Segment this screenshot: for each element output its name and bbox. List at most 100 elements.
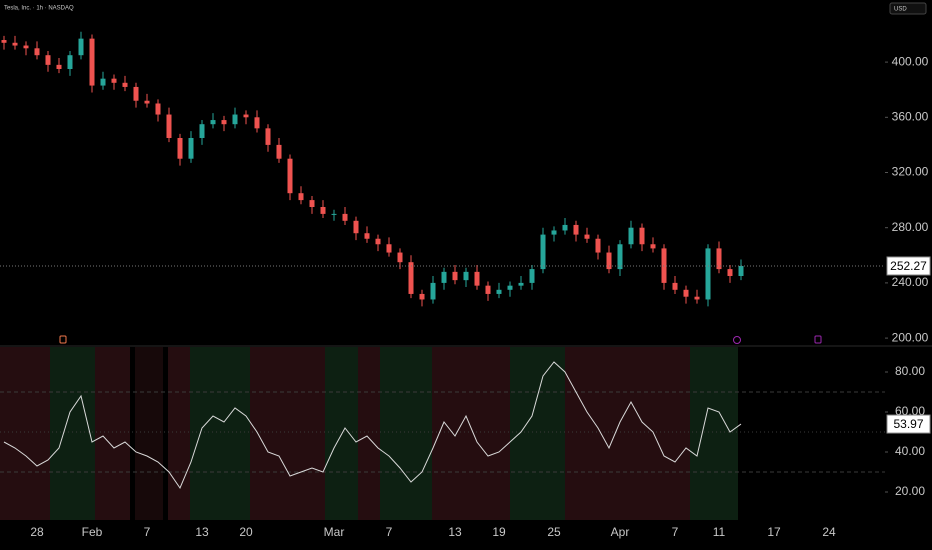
- x-tick-label: 7: [386, 525, 393, 539]
- candle-body: [628, 227, 634, 245]
- candle-body: [540, 234, 546, 270]
- candle-body: [133, 86, 139, 101]
- y-tick-label: 40.00: [895, 444, 925, 458]
- candle-body: [243, 114, 249, 118]
- candle-body: [463, 271, 469, 281]
- x-tick-label: Feb: [82, 525, 103, 539]
- candle-body: [45, 55, 51, 65]
- candle-body: [441, 271, 447, 283]
- candle-body: [408, 262, 414, 294]
- candle-body: [518, 282, 524, 286]
- candle-body: [364, 233, 370, 239]
- candle-body: [375, 238, 381, 245]
- currency-label[interactable]: USD: [894, 7, 907, 13]
- candle-body: [188, 138, 194, 159]
- candle-body: [507, 285, 513, 290]
- x-tick-label: 7: [144, 525, 151, 539]
- candle-body: [716, 248, 722, 270]
- candle-body: [705, 248, 711, 300]
- band: [432, 347, 510, 520]
- candle-body: [738, 265, 744, 276]
- candle-body: [452, 271, 458, 281]
- band: [50, 347, 95, 520]
- candle-body: [78, 38, 84, 56]
- x-tick-label: 13: [448, 525, 462, 539]
- candle-body: [430, 282, 436, 300]
- candle-body: [474, 271, 480, 286]
- candle-body: [573, 224, 579, 235]
- band: [380, 347, 432, 520]
- candle-body: [276, 144, 282, 159]
- x-tick-label: Mar: [324, 525, 345, 539]
- candle-body: [331, 213, 337, 215]
- candle-body: [34, 48, 40, 56]
- y-tick-label: 280.00: [892, 220, 929, 234]
- candle-body: [287, 158, 293, 194]
- candle-body: [100, 78, 106, 86]
- candle-body: [199, 124, 205, 138]
- candle-body: [694, 296, 700, 300]
- candle-body: [551, 230, 557, 235]
- y-tick-label: 80.00: [895, 364, 925, 378]
- candle-body: [485, 285, 491, 294]
- candle-body: [1, 40, 7, 43]
- candle-body: [672, 282, 678, 290]
- candle-body: [342, 213, 348, 221]
- band: [690, 347, 738, 520]
- candle-body: [67, 55, 73, 69]
- y-tick-label: 360.00: [892, 109, 929, 123]
- x-tick-label: 7: [672, 525, 679, 539]
- candle-body: [298, 193, 304, 201]
- x-tick-label: 11: [713, 525, 726, 539]
- candle-body: [111, 78, 117, 83]
- x-tick-label: 24: [822, 525, 836, 539]
- y-tick-label: 240.00: [892, 275, 929, 289]
- event-icon[interactable]: [733, 336, 741, 344]
- band: [190, 347, 250, 520]
- candle-body: [177, 138, 183, 159]
- candle-body: [606, 252, 612, 270]
- y-tick-label: 200.00: [892, 330, 929, 344]
- x-tick-label: 19: [492, 525, 506, 539]
- band: [565, 347, 690, 520]
- candle-body: [584, 234, 590, 239]
- last-value-label: 53.97: [893, 417, 923, 431]
- candle-body: [727, 269, 733, 276]
- candle-body: [265, 128, 271, 145]
- x-tick-label: 17: [767, 525, 781, 539]
- candle-body: [232, 114, 238, 125]
- x-tick-label: 28: [30, 525, 44, 539]
- band: [358, 347, 380, 520]
- candle-body: [254, 117, 260, 129]
- regime-bands: [0, 347, 738, 520]
- currency-button[interactable]: [889, 2, 927, 15]
- last-value-box: [886, 256, 931, 276]
- band: [510, 347, 565, 520]
- event-icon[interactable]: [814, 335, 822, 344]
- symbol-title: Tesla, Inc. · 1h · NASDAQ: [4, 6, 74, 12]
- candle-body: [419, 293, 425, 300]
- last-value-label: 252.27: [890, 259, 927, 273]
- candle-body: [144, 100, 150, 104]
- candle-body: [166, 114, 172, 138]
- band: [135, 347, 163, 520]
- candle-body: [56, 64, 62, 69]
- y-tick-label: 20.00: [895, 484, 925, 498]
- candle-body: [122, 82, 128, 87]
- candle-body: [397, 252, 403, 263]
- y-tick-label: 400.00: [892, 54, 929, 68]
- band: [168, 347, 190, 520]
- event-icon[interactable]: [59, 335, 67, 344]
- x-tick-label: 25: [547, 525, 561, 539]
- candle-body: [496, 289, 502, 294]
- candle-body: [683, 289, 689, 297]
- y-tick-label: 320.00: [892, 165, 929, 179]
- candle-body: [320, 207, 326, 214]
- candle-body: [155, 103, 161, 115]
- candle-body: [529, 269, 535, 283]
- band: [0, 347, 50, 520]
- last-value-box: [886, 414, 931, 434]
- candle-body: [89, 38, 95, 86]
